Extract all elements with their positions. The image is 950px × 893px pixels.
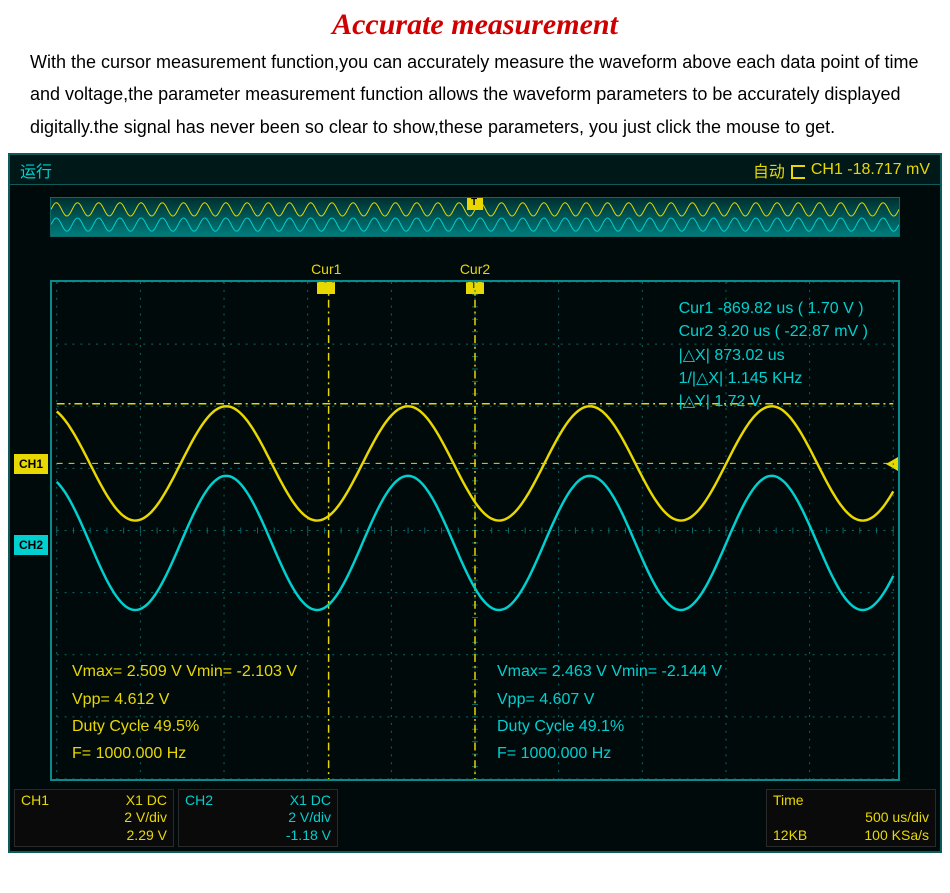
meas-line: F= 1000.000 Hz [497,740,722,767]
trigger-value: CH1 -18.717 mV [811,161,930,179]
waveform-plot: Cur1 -869.82 us ( 1.70 V ) Cur2 3.20 us … [50,280,900,781]
ch1-coupling: X1 DC [126,792,167,810]
meas-line: Vmax= 2.509 V Vmin= -2.103 V [72,658,297,685]
ch1-panel: CH1 X1 DC 2 V/div 2.29 V [14,789,174,847]
scope-topbar: 运行 自动 CH1 -18.717 mV [10,155,940,185]
info-line: |△X| 873.02 us [679,344,868,367]
spacer [342,789,762,847]
oscilloscope-screenshot: 运行 自动 CH1 -18.717 mV Cur1 Cur2 CH1 CH2 C… [8,153,942,853]
info-line: Cur2 3.20 us ( -22.87 mV ) [679,320,868,343]
time-label: Time [773,792,804,810]
ch2-measurements: Vmax= 2.463 V Vmin= -2.144 V Vpp= 4.607 … [497,658,722,767]
trigger-status: 自动 CH1 -18.717 mV [753,158,930,182]
cursor-info-box: Cur1 -869.82 us ( 1.70 V ) Cur2 3.20 us … [679,297,868,413]
ch2-tag: CH2 [14,535,48,555]
timebase-panel: Time 500 us/div 12KB 100 KSa/s [766,789,936,847]
ch2-coupling: X1 DC [290,792,331,810]
ch1-scale: 2 V/div [21,809,167,827]
meas-line: Vmax= 2.463 V Vmin= -2.144 V [497,658,722,685]
meas-line: Vpp= 4.607 V [497,686,722,713]
meas-line: Duty Cycle 49.1% [497,713,722,740]
cursor1-label: Cur1 [311,261,341,277]
meas-line: F= 1000.000 Hz [72,740,297,767]
scope-bottombar: CH1 X1 DC 2 V/div 2.29 V CH2 X1 DC 2 V/div… [14,789,936,847]
ch1-offset: 2.29 V [21,827,167,845]
description-text: With the cursor measurement function,you… [0,46,950,153]
info-line: |△Y| 1.72 V [679,390,868,413]
time-rate: 100 KSa/s [864,827,929,845]
time-scale: 500 us/div [773,809,929,827]
time-mem: 12KB [773,827,807,845]
auto-label: 自动 [753,158,785,182]
run-status: 运行 [20,158,52,182]
rising-edge-icon [791,165,805,179]
info-line: 1/|△X| 1.145 KHz [679,367,868,390]
ch2-scale: 2 V/div [185,809,331,827]
ch2-offset: -1.18 V [185,827,331,845]
ch1-tag: CH1 [14,454,48,474]
waveform-overview [50,197,900,237]
heading: Accurate measurement [0,0,950,46]
ch2-label: CH2 [185,792,213,810]
cursor2-label: Cur2 [460,261,490,277]
meas-line: Duty Cycle 49.5% [72,713,297,740]
overview-trigger-marker [467,198,483,210]
ch1-measurements: Vmax= 2.509 V Vmin= -2.103 V Vpp= 4.612 … [72,658,297,767]
ch2-panel: CH2 X1 DC 2 V/div -1.18 V [178,789,338,847]
ch1-label: CH1 [21,792,49,810]
info-line: Cur1 -869.82 us ( 1.70 V ) [679,297,868,320]
meas-line: Vpp= 4.612 V [72,686,297,713]
